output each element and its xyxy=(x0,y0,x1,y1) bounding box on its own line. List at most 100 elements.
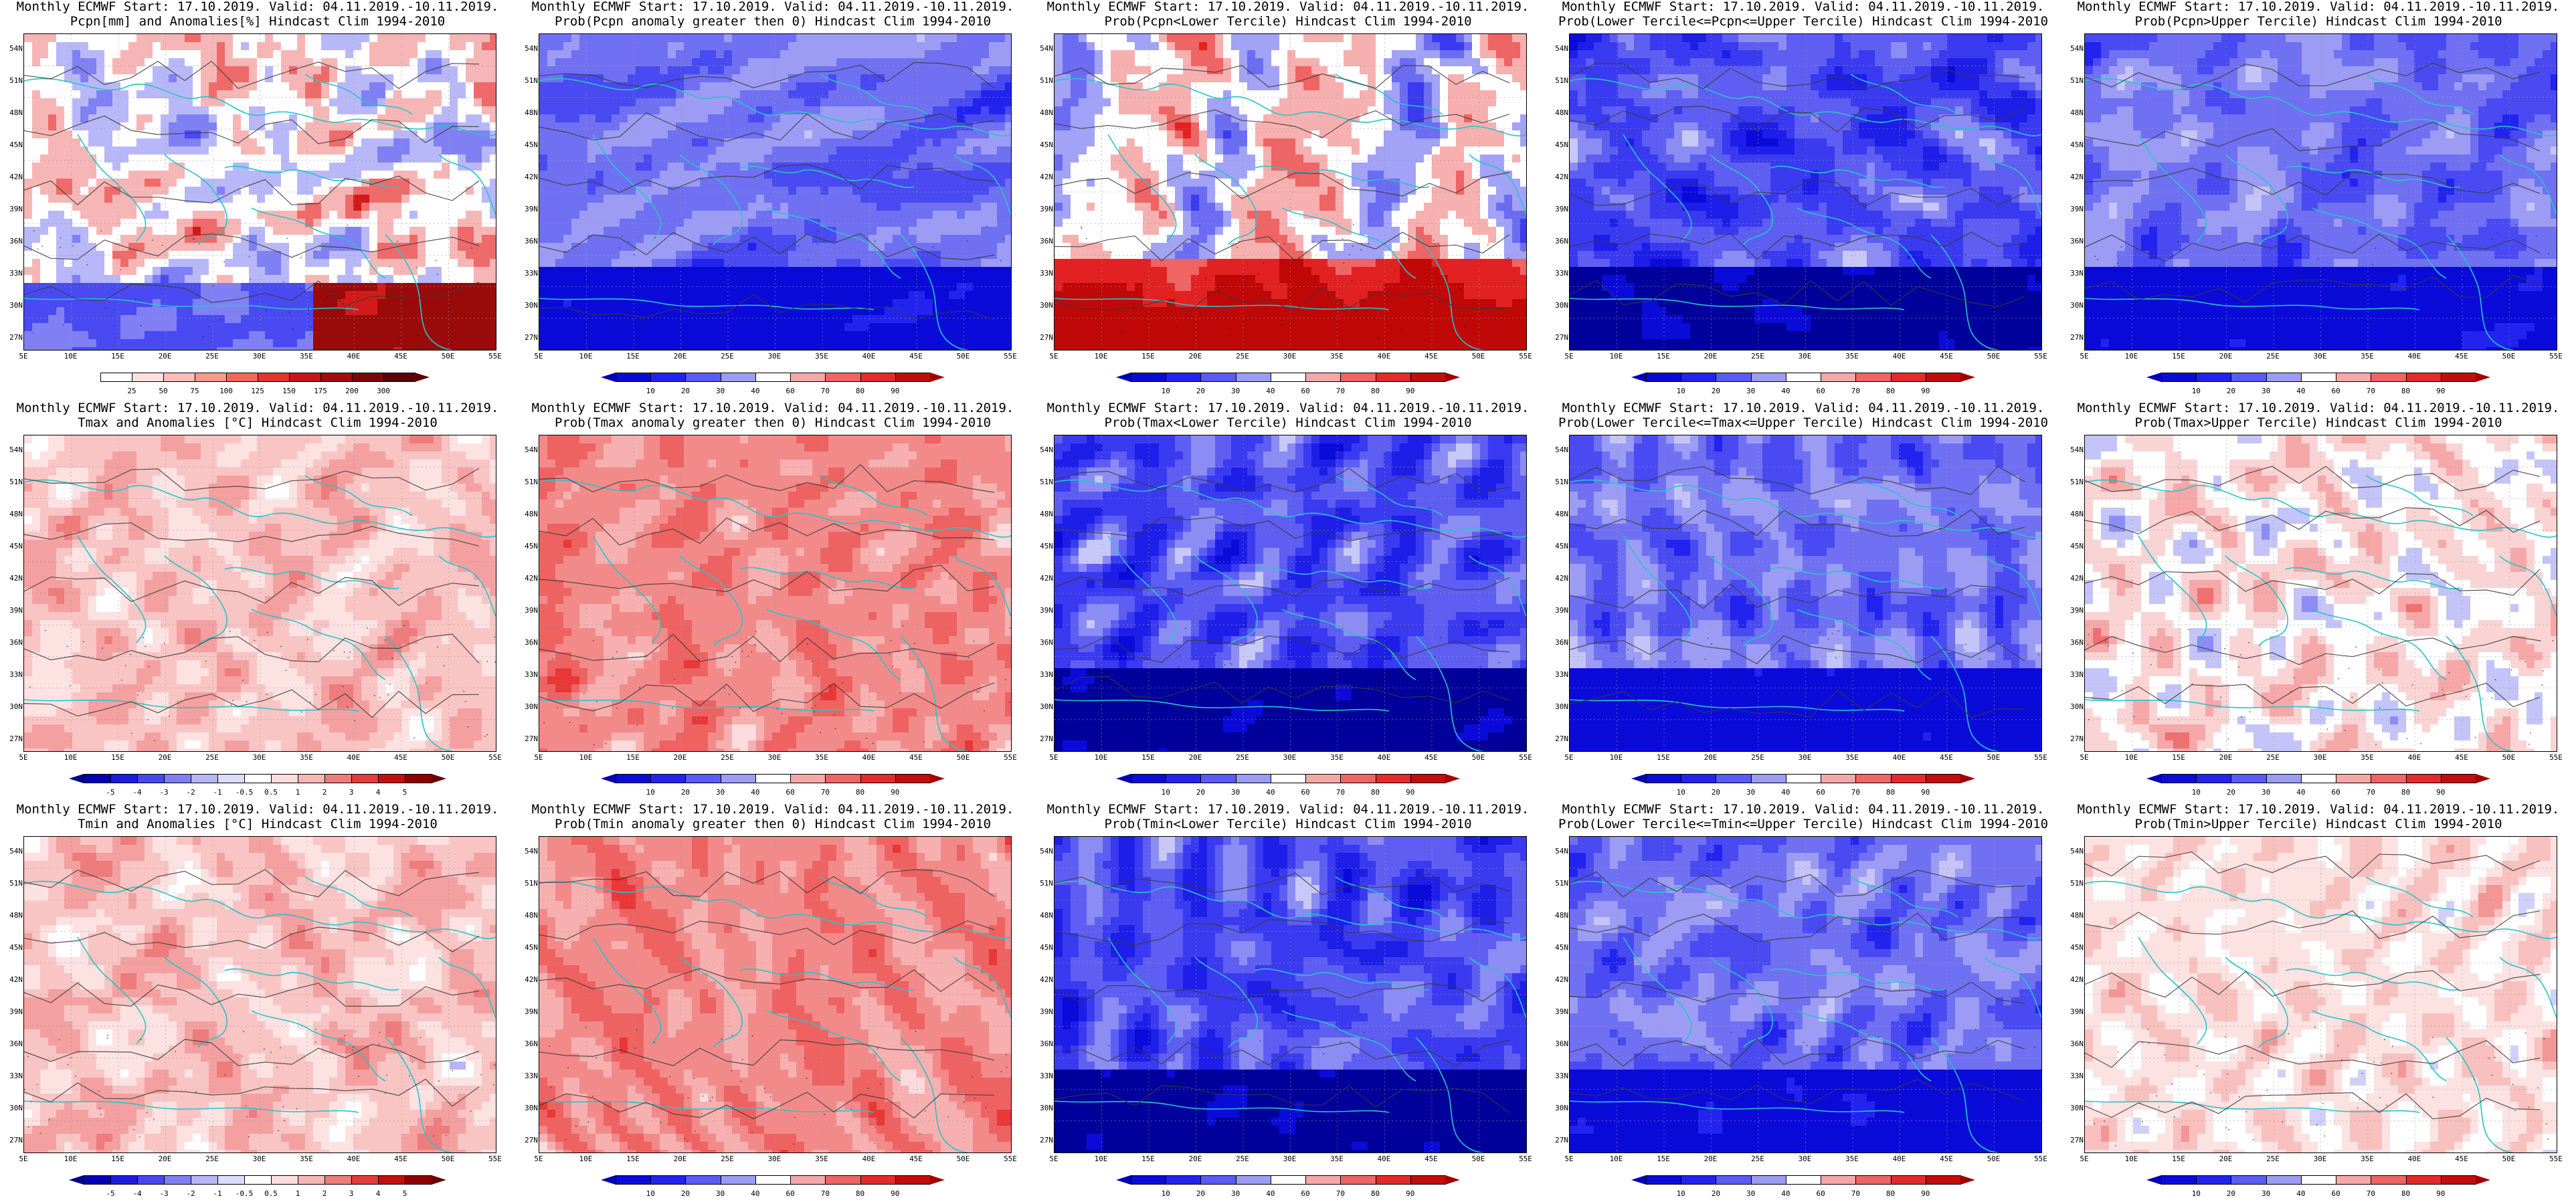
longitude-label: 55E xyxy=(482,753,509,762)
map-field xyxy=(539,435,1011,751)
longitude-label: 50E xyxy=(950,1155,977,1163)
latitude-label: 54N xyxy=(1547,445,1568,454)
longitude-label: 10E xyxy=(2118,753,2145,762)
colorbar-swatch xyxy=(244,774,272,783)
colorbar-swatch xyxy=(2405,774,2442,783)
colorbar-swatch xyxy=(383,373,416,382)
longitude-label: 10E xyxy=(573,352,600,361)
colorbar-label: 175 xyxy=(307,387,334,395)
significance-stipple xyxy=(31,224,496,338)
colorbar-swatch xyxy=(2161,373,2197,382)
longitude-label: 10E xyxy=(1088,1155,1115,1163)
colorbar-swatch xyxy=(720,774,756,783)
coastline-segment xyxy=(1770,968,1945,991)
colorbar-right-arrow xyxy=(1445,774,1460,783)
colorbar-swatch xyxy=(2266,1175,2302,1185)
colorbar-swatch xyxy=(720,373,756,382)
colorbar-swatch xyxy=(1200,774,1236,783)
latitude-label: 33N xyxy=(1547,670,1568,679)
colorbar-swatch xyxy=(405,1175,432,1185)
panel-title-line2: Prob(Lower Tercile<=Tmin<=Upper Tercile)… xyxy=(1546,817,2061,831)
coastline-segment xyxy=(592,535,662,643)
latitude-label: 30N xyxy=(1032,702,1053,711)
coastline-segment xyxy=(2225,957,2289,1048)
longitude-label: 55E xyxy=(2543,352,2569,361)
map-svg xyxy=(24,837,496,1152)
coastline-segment xyxy=(953,555,1011,617)
colorbar-swatch xyxy=(2405,1175,2442,1185)
coastline-segment xyxy=(1710,154,1774,245)
colorbar-swatch xyxy=(298,774,325,783)
colorbar-swatch xyxy=(825,1175,861,1185)
forecast-panel: Monthly ECMWF Start: 17.10.2019. Valid: … xyxy=(515,0,1030,401)
longitude-label: 55E xyxy=(2543,753,2569,762)
coastline-segment xyxy=(953,957,1011,1018)
coastline-segment xyxy=(2285,567,2460,590)
latitude-label: 39N xyxy=(1547,606,1568,615)
latitude-label: 33N xyxy=(1,670,23,679)
contours xyxy=(1570,62,2025,308)
coastline-segment xyxy=(1570,1100,1905,1113)
panel-title-line1: Monthly ECMWF Start: 17.10.2019. Valid: … xyxy=(1546,401,2061,415)
latitude-label: 36N xyxy=(1032,1039,1053,1048)
significance-stipple xyxy=(2094,1026,2549,1146)
latitude-label: 45N xyxy=(1547,542,1568,550)
coastline-segment xyxy=(385,234,453,350)
longitude-label: 35E xyxy=(2354,1155,2381,1163)
panel-title-line1: Monthly ECMWF Start: 17.10.2019. Valid: … xyxy=(515,0,1030,13)
latitude-label: 51N xyxy=(517,478,538,486)
latitude-label: 42N xyxy=(1032,574,1053,583)
map-frame xyxy=(1569,435,2042,752)
latitude-label: 30N xyxy=(517,702,538,711)
longitude-label: 40E xyxy=(1371,1155,1398,1163)
latitude-label: 27N xyxy=(1,734,23,743)
longitude-label: 40E xyxy=(341,352,367,361)
graticule xyxy=(1054,34,1526,350)
latitude-label: 39N xyxy=(1032,1007,1053,1016)
longitude-label: 10E xyxy=(1603,1155,1630,1163)
latitude-label: 48N xyxy=(1547,911,1568,920)
colorbar xyxy=(69,774,446,785)
panel-title-line1: Monthly ECMWF Start: 17.10.2019. Valid: … xyxy=(1030,803,1546,816)
coastlines xyxy=(1054,475,1526,751)
colorbar xyxy=(1631,774,1975,785)
longitude-label: 20E xyxy=(2213,1155,2239,1163)
latitude-label: 39N xyxy=(1547,1007,1568,1016)
latitude-label: 33N xyxy=(1547,1072,1568,1080)
latitude-label: 33N xyxy=(2062,269,2084,278)
significance-stipple xyxy=(1056,1025,1524,1143)
longitude-label: 20E xyxy=(1697,352,1724,361)
longitude-label: 15E xyxy=(2165,753,2192,762)
colorbar-swatch xyxy=(2161,774,2197,783)
colorbar-label: 40 xyxy=(742,1189,769,1198)
longitude-label: 5E xyxy=(1040,753,1067,762)
colorbar-swatch xyxy=(1131,1175,1167,1185)
coastline-segment xyxy=(739,165,915,189)
longitude-label: 25E xyxy=(1744,753,1771,762)
latitude-label: 39N xyxy=(517,606,538,615)
coastline-segment xyxy=(1054,78,1526,136)
colorbar-swatch xyxy=(289,373,321,382)
longitude-label: 10E xyxy=(573,1155,600,1163)
colorbar-swatch xyxy=(860,774,896,783)
latitude-label: 48N xyxy=(2062,510,2084,518)
longitude-label: 55E xyxy=(2543,1155,2569,1163)
colorbar-label: 10 xyxy=(1667,1189,1694,1198)
colorbar-label: 20 xyxy=(1702,387,1729,395)
colorbar-label: 4 xyxy=(365,1189,391,1198)
colorbar-label: -1 xyxy=(204,788,231,797)
longitude-label: 45E xyxy=(903,753,929,762)
latitude-label: 36N xyxy=(1,237,23,245)
longitude-label: 35E xyxy=(1323,352,1350,361)
forecast-panel: Monthly ECMWF Start: 17.10.2019. Valid: … xyxy=(1546,803,2061,1204)
colorbar-label: 20 xyxy=(672,1189,699,1198)
latitude-label: 39N xyxy=(1,205,23,213)
colorbar-swatch xyxy=(1855,373,1892,382)
coastline-segment xyxy=(1335,475,1443,516)
panel-title-line1: Monthly ECMWF Start: 17.10.2019. Valid: … xyxy=(515,401,1030,415)
colorbar-swatch xyxy=(191,1175,218,1185)
significance-stipple xyxy=(539,1026,1008,1145)
longitude-label: 40E xyxy=(856,753,883,762)
graticule xyxy=(539,435,1011,751)
latitude-label: 33N xyxy=(1032,269,1053,278)
